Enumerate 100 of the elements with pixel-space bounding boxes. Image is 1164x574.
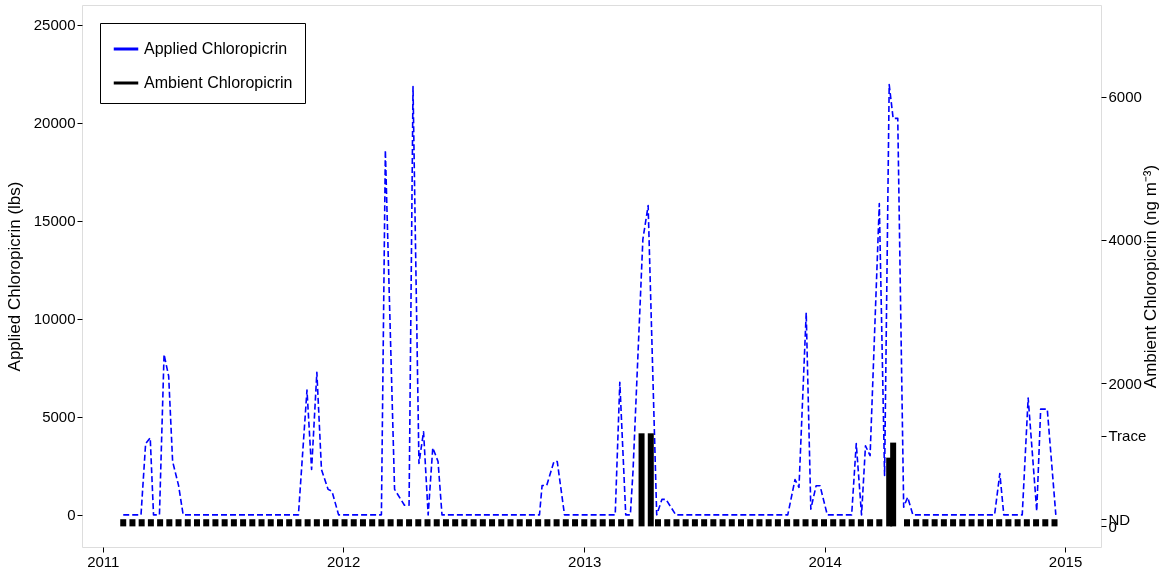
bar xyxy=(857,519,864,527)
bar xyxy=(710,519,717,527)
legend-label: Ambient Chloropicrin xyxy=(144,74,293,91)
bar xyxy=(323,519,330,527)
bar xyxy=(157,519,164,527)
bar xyxy=(802,519,809,527)
bar xyxy=(1051,519,1058,527)
bar xyxy=(996,519,1003,527)
bar xyxy=(1014,519,1021,527)
bar xyxy=(332,519,339,527)
bar xyxy=(876,519,883,527)
x-tick-label: 2011 xyxy=(87,552,120,570)
bar xyxy=(1005,519,1012,527)
x-tick-label: 2013 xyxy=(568,552,602,570)
y-tick-label: 25000 xyxy=(33,16,76,34)
bar xyxy=(793,519,800,527)
bar xyxy=(867,519,874,527)
bar xyxy=(369,519,376,527)
bar xyxy=(940,519,947,527)
y-tick-label: 0 xyxy=(67,506,76,524)
bar xyxy=(986,519,993,527)
bar xyxy=(424,519,431,527)
bar xyxy=(599,519,606,527)
bar xyxy=(350,519,357,527)
bar xyxy=(890,442,897,527)
bar xyxy=(175,519,182,527)
bar xyxy=(535,519,542,527)
bar xyxy=(673,519,680,527)
bar xyxy=(903,519,910,527)
y-tick-label: 10000 xyxy=(33,310,76,328)
bar xyxy=(968,519,975,527)
bar xyxy=(498,519,505,527)
bar xyxy=(286,519,293,527)
bar xyxy=(618,519,625,527)
bar xyxy=(525,519,532,527)
bar xyxy=(249,519,256,527)
bar xyxy=(212,519,219,527)
bar xyxy=(276,519,283,527)
bar xyxy=(691,519,698,527)
y-tick-label: 5000 xyxy=(42,408,76,426)
bar xyxy=(682,519,689,527)
y2-tick-label: 6000 xyxy=(1108,88,1142,106)
bar xyxy=(1042,519,1049,527)
y2-tick-label: Trace xyxy=(1108,427,1147,445)
bar xyxy=(728,519,735,527)
bar xyxy=(138,519,145,527)
bar xyxy=(313,519,320,527)
y-tick-label: 15000 xyxy=(33,212,76,230)
bar xyxy=(489,519,496,527)
y2-axis-title: Ambient Chloropicrin (ng m⁻³) xyxy=(1141,164,1161,389)
bar xyxy=(452,519,459,527)
bar xyxy=(638,433,645,527)
y2-tick-label: 2000 xyxy=(1108,374,1142,392)
bar xyxy=(295,519,302,527)
bar xyxy=(747,519,754,527)
y-tick-label: 20000 xyxy=(33,114,76,132)
bar xyxy=(830,519,837,527)
x-tick-label: 2012 xyxy=(327,552,361,570)
bar xyxy=(470,519,477,527)
x-tick-label: 2014 xyxy=(808,552,842,570)
bar xyxy=(479,519,486,527)
bar xyxy=(544,519,551,527)
bar xyxy=(774,519,781,527)
bar xyxy=(581,519,588,527)
y2-tick-label: 4000 xyxy=(1108,231,1142,249)
bar xyxy=(719,519,726,527)
bar xyxy=(627,519,634,527)
bar xyxy=(784,519,791,527)
bar xyxy=(738,519,745,527)
bar xyxy=(129,519,136,527)
bar xyxy=(959,519,966,527)
bar xyxy=(756,519,763,527)
bar xyxy=(267,519,274,527)
bar xyxy=(507,519,514,527)
bar xyxy=(913,519,920,527)
bar xyxy=(442,519,449,527)
bar xyxy=(664,519,671,527)
legend-label: Applied Chloropicrin xyxy=(144,40,288,57)
bar xyxy=(240,519,247,527)
bar xyxy=(341,519,348,527)
x-tick-label: 2015 xyxy=(1048,552,1083,570)
bar xyxy=(931,519,938,527)
bar xyxy=(230,519,237,527)
bar xyxy=(572,519,579,527)
bar xyxy=(820,519,827,527)
bar xyxy=(461,519,468,527)
bar xyxy=(608,519,615,527)
bar xyxy=(304,519,311,527)
bar xyxy=(848,519,855,527)
bar xyxy=(147,519,154,527)
bar xyxy=(203,519,210,527)
bar xyxy=(922,519,929,527)
bar xyxy=(193,519,200,527)
bar xyxy=(120,519,127,527)
bar xyxy=(378,519,385,527)
bar xyxy=(359,519,366,527)
bar xyxy=(415,519,422,527)
bar xyxy=(166,519,173,527)
bar xyxy=(977,519,984,527)
bar xyxy=(765,519,772,527)
